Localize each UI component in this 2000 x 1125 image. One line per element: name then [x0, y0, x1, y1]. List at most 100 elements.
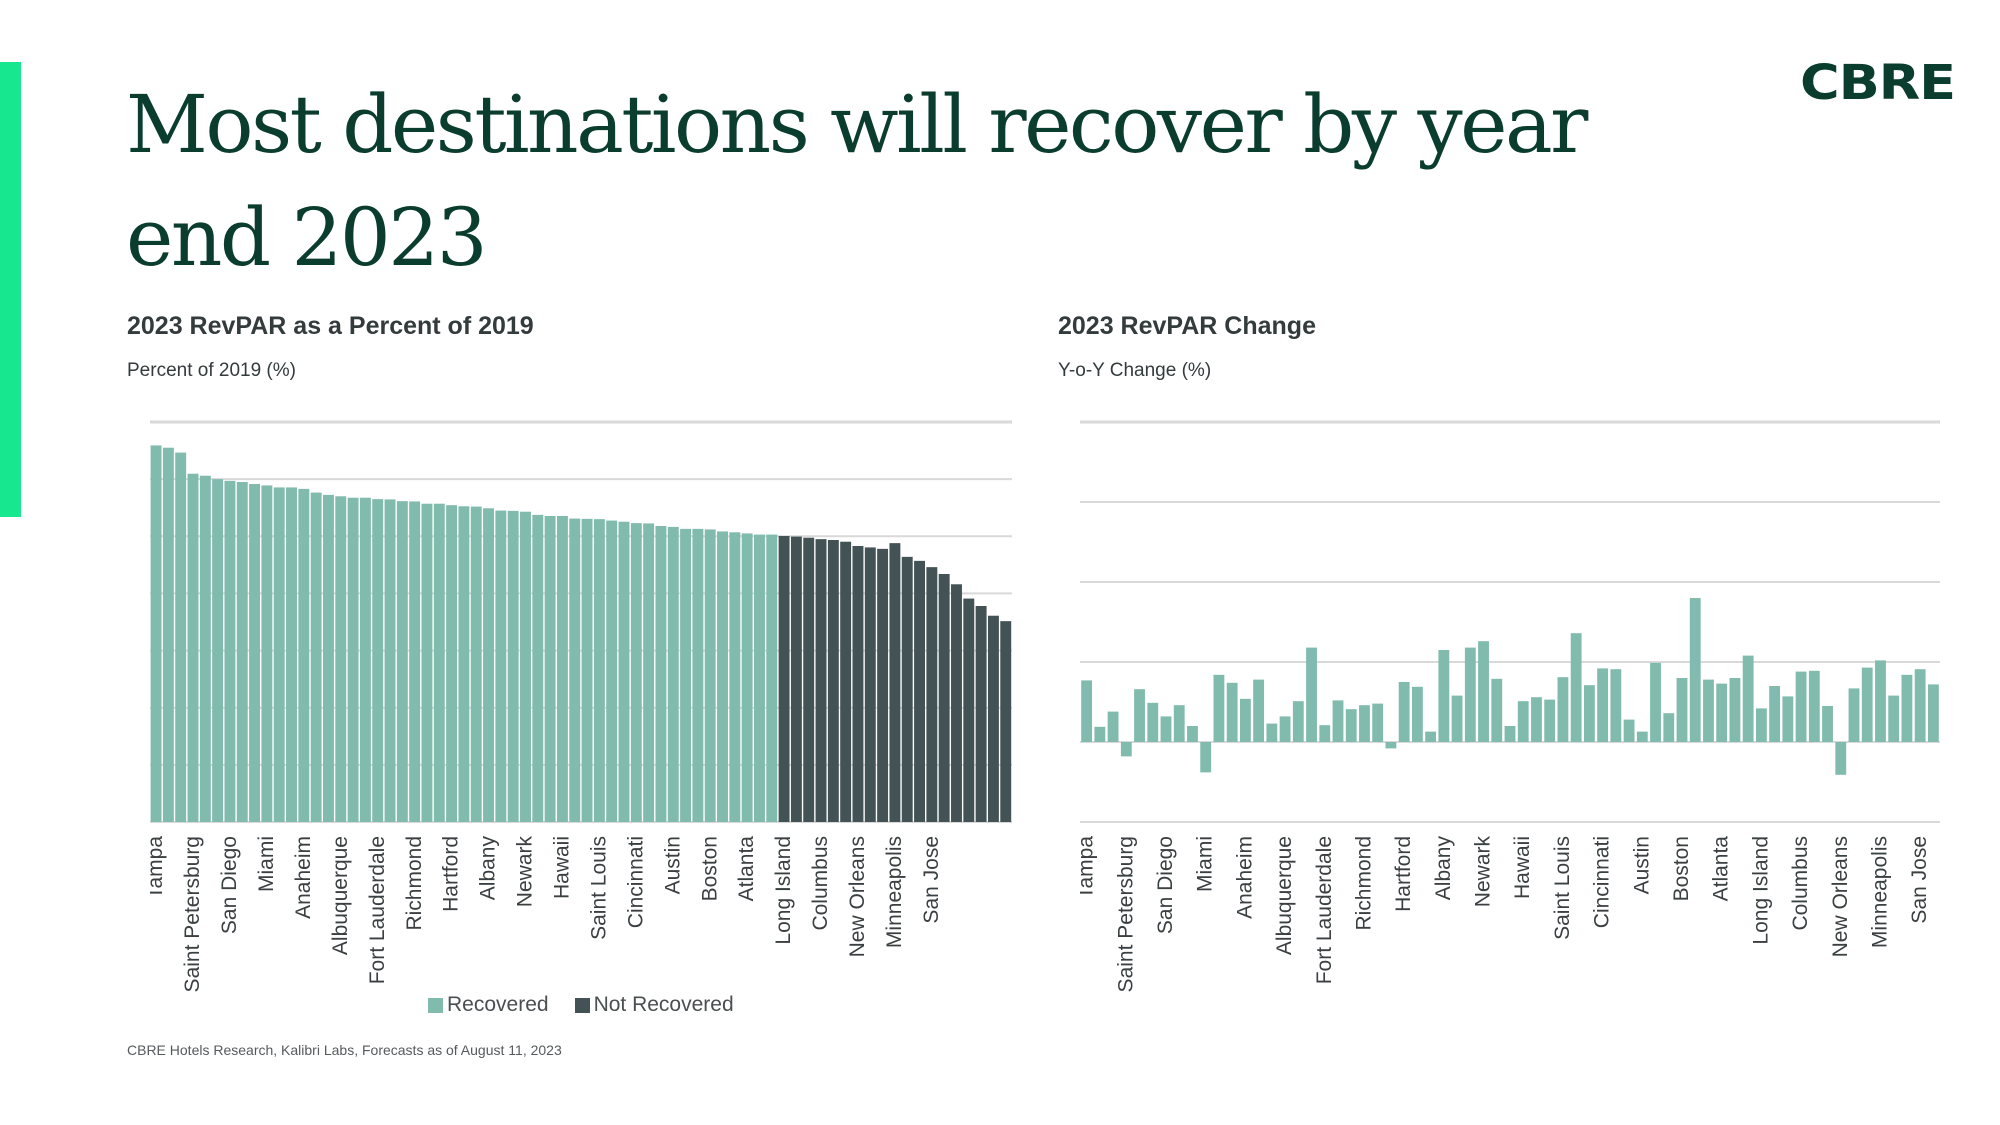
cbre-logo: CBRE [1800, 58, 1955, 104]
bar [1795, 671, 1807, 742]
x-tick-label: Saint Petersburg [1114, 836, 1137, 992]
bar [827, 540, 839, 822]
legend-not-recovered: Not Recovered [574, 993, 734, 1017]
bar [1359, 705, 1370, 742]
bar [1253, 679, 1265, 742]
bar [1504, 726, 1516, 742]
bar [1808, 670, 1820, 742]
bar [298, 488, 310, 822]
bar [630, 523, 642, 822]
bar [987, 615, 999, 822]
bar [1266, 723, 1278, 742]
x-tick-label: San Jose [1908, 836, 1931, 924]
x-tick-label: San Diego [218, 836, 241, 934]
bar [593, 519, 605, 822]
bar [1927, 684, 1939, 742]
bar [1120, 742, 1132, 757]
page-title: Most destinations will recover by year e… [126, 78, 1588, 284]
bar [926, 567, 938, 822]
bar [1782, 696, 1794, 742]
bar [1491, 678, 1503, 742]
x-tick-label: Austin [1630, 836, 1653, 894]
bar [1861, 667, 1873, 742]
bar [249, 484, 261, 822]
bar [1650, 662, 1661, 742]
bar [556, 516, 568, 822]
accent-bar [0, 62, 21, 517]
bar [840, 541, 852, 822]
x-tick-label: Miami [255, 836, 278, 892]
x-tick-label: Hawaii [1511, 836, 1534, 899]
left-chart-ylabel: Percent of 2019 (%) [127, 360, 296, 381]
x-tick-label: Hartford [1392, 836, 1415, 912]
x-tick-label: Saint Petersburg [181, 836, 204, 992]
bar [618, 521, 630, 822]
bar [1094, 726, 1106, 742]
right-chart-title: 2023 RevPAR Change [1058, 312, 1316, 340]
legend-recovered: Recovered [428, 993, 549, 1017]
x-tick-label: Richmond [1352, 836, 1375, 931]
bar [864, 547, 876, 822]
bar [606, 520, 618, 822]
bar [1663, 713, 1675, 742]
bar [1583, 685, 1595, 742]
bar [1597, 668, 1609, 742]
bar [569, 518, 581, 822]
bar [1425, 731, 1437, 742]
bar [1398, 682, 1410, 742]
bar [1888, 695, 1900, 742]
bar [1557, 677, 1569, 742]
bar [483, 508, 494, 822]
bar [704, 529, 716, 822]
bar [1755, 708, 1767, 742]
bar [323, 494, 334, 822]
x-tick-label: Atlanta [735, 836, 758, 902]
bar [433, 503, 445, 822]
x-tick-label: Minneapolis [1868, 836, 1891, 948]
x-tick-label: Columbus [1789, 836, 1812, 931]
bar [901, 556, 913, 822]
bar [409, 501, 421, 822]
x-tick-label: Miami [1194, 836, 1217, 892]
bar [1000, 621, 1012, 822]
x-tick-label: Long Island [1749, 836, 1772, 945]
bar [310, 492, 322, 822]
bar [1901, 674, 1913, 742]
bar [1636, 731, 1648, 742]
x-tick-label: Boston [1670, 836, 1693, 901]
bar [803, 537, 815, 822]
bar [778, 536, 790, 822]
bar [1187, 726, 1198, 742]
bar [963, 598, 975, 822]
bar [1213, 674, 1225, 742]
x-tick-label: Newark [1472, 836, 1495, 908]
x-tick-label: Cincinnati [624, 836, 647, 928]
bar [1319, 725, 1331, 742]
bar [655, 526, 667, 822]
x-tick-label: New Orleans [1829, 836, 1852, 957]
bar [544, 516, 556, 822]
bar [359, 497, 371, 822]
x-tick-label: Tampa [150, 836, 167, 899]
bar [1226, 682, 1238, 742]
source-note: CBRE Hotels Research, Kalibri Labs, Fore… [127, 1042, 562, 1058]
bar [938, 574, 950, 822]
bar [1703, 679, 1714, 742]
bar [532, 514, 544, 822]
legend-label-recovered: Recovered [447, 993, 549, 1016]
bar [446, 505, 458, 822]
x-tick-label: Fort Lauderdale [1313, 836, 1336, 984]
bar [396, 501, 408, 822]
bar [1451, 695, 1463, 742]
bar [1292, 701, 1304, 742]
legend-swatch-recovered [428, 997, 443, 1013]
x-tick-label: Columbus [809, 836, 832, 931]
bar [1531, 697, 1542, 742]
bar [1239, 698, 1251, 742]
revpar-change-chart: Tampa Saint Petersburg San Diego Miami Anahe… [1080, 420, 1940, 992]
bar [717, 531, 728, 822]
legend-swatch-not-recovered [574, 997, 590, 1013]
bar [766, 534, 778, 822]
x-tick-label: Anaheim [1233, 836, 1256, 919]
bar [273, 487, 285, 822]
